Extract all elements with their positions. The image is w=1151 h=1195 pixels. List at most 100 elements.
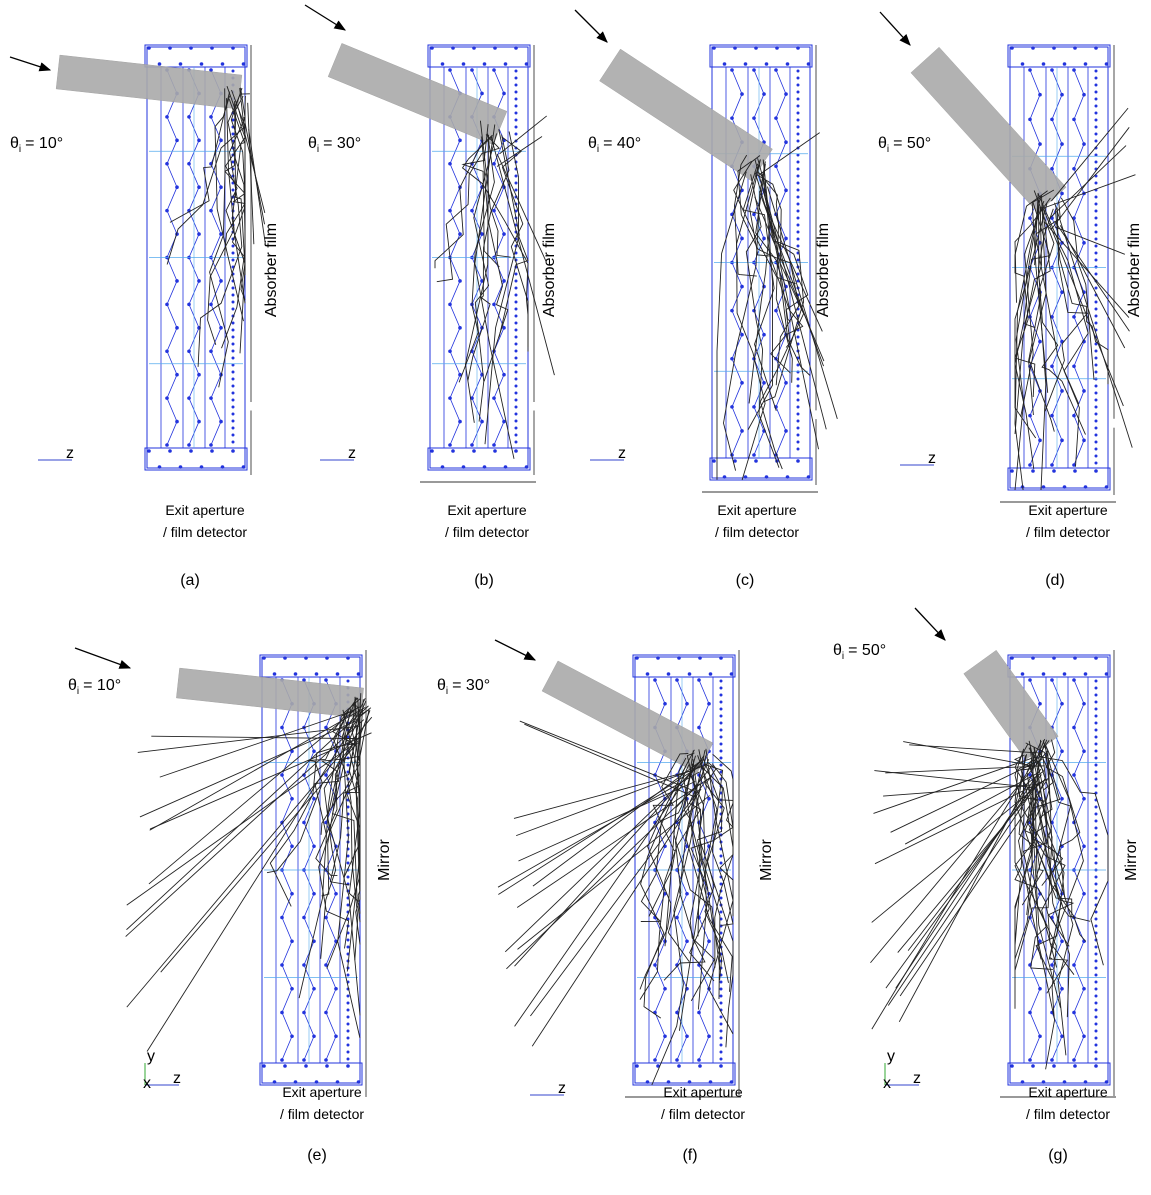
node: [796, 46, 800, 50]
node: [797, 91, 800, 94]
node: [1021, 672, 1025, 676]
node: [280, 963, 284, 967]
panel-caption: (d): [1045, 572, 1065, 589]
node: [1038, 340, 1042, 344]
node: [667, 672, 671, 676]
node: [1095, 1002, 1098, 1005]
node: [515, 105, 518, 108]
node: [1095, 371, 1098, 374]
node: [797, 133, 800, 136]
node: [1095, 960, 1098, 963]
theta-subscript: i: [19, 144, 21, 155]
node: [720, 1037, 723, 1040]
node: [797, 175, 800, 178]
node: [187, 443, 191, 447]
panel-caption: (b): [474, 572, 494, 589]
node: [158, 465, 162, 469]
exit-label: / film detector: [1026, 1106, 1110, 1122]
node: [312, 797, 316, 801]
node: [698, 1064, 702, 1068]
axis-label: z: [928, 450, 936, 467]
node: [740, 381, 744, 385]
node: [1060, 797, 1064, 801]
node: [515, 175, 518, 178]
node: [324, 773, 328, 777]
node: [720, 1030, 723, 1033]
node: [232, 70, 235, 73]
node: [175, 185, 179, 189]
node: [347, 995, 350, 998]
node: [280, 1058, 284, 1062]
node: [697, 1058, 701, 1062]
panel-caption: (c): [736, 572, 755, 589]
node: [1042, 485, 1046, 489]
node: [1095, 420, 1098, 423]
side-label: Mirror: [1123, 838, 1140, 880]
node: [232, 378, 235, 381]
node: [472, 449, 476, 453]
node: [347, 1030, 350, 1033]
node: [179, 465, 183, 469]
node: [1095, 322, 1098, 325]
panel-caption: (g): [1048, 1147, 1068, 1164]
node: [1072, 414, 1076, 418]
node: [1095, 266, 1098, 269]
ray: [1015, 202, 1050, 469]
incident-beam: [600, 49, 773, 181]
node: [754, 459, 758, 463]
node: [797, 196, 800, 199]
node: [740, 285, 744, 289]
node: [1095, 701, 1098, 704]
node: [797, 238, 800, 241]
node: [515, 280, 518, 283]
panel: θi= 40°Absorber filmExit aperture/ film …: [575, 10, 837, 589]
node: [730, 405, 734, 409]
node: [515, 189, 518, 192]
theta-value: = 50°: [893, 135, 931, 152]
node: [324, 678, 328, 682]
node: [515, 434, 518, 437]
node: [1060, 702, 1064, 706]
node: [219, 420, 223, 424]
node: [232, 308, 235, 311]
node: [1028, 678, 1032, 682]
node: [1095, 448, 1098, 451]
node: [1095, 70, 1098, 73]
node: [1095, 771, 1098, 774]
node: [210, 46, 214, 50]
node: [1072, 1058, 1076, 1062]
node: [719, 656, 723, 660]
node: [1073, 469, 1077, 473]
node: [221, 62, 225, 66]
node: [515, 420, 518, 423]
figure: θi= 10°Absorber filmExit aperture/ film …: [0, 0, 1151, 1195]
node: [232, 350, 235, 353]
node: [515, 336, 518, 339]
node: [283, 656, 287, 660]
node: [797, 189, 800, 192]
side-label: Absorber film: [541, 223, 558, 317]
node: [1095, 967, 1098, 970]
node: [1095, 974, 1098, 977]
node: [470, 209, 474, 213]
incident-beam: [911, 47, 1066, 213]
node: [712, 459, 716, 463]
node: [775, 46, 779, 50]
node: [451, 449, 455, 453]
node: [1095, 105, 1098, 108]
node: [483, 62, 487, 66]
node: [1072, 118, 1076, 122]
node: [302, 1058, 306, 1062]
node: [720, 1023, 723, 1026]
node: [219, 139, 223, 143]
theta-subscript: i: [317, 144, 319, 155]
node: [492, 303, 496, 307]
node: [502, 232, 506, 236]
node: [720, 995, 723, 998]
node: [315, 672, 319, 676]
exit-label: Exit aperture: [165, 502, 245, 518]
node: [502, 420, 506, 424]
node: [752, 405, 756, 409]
node: [1042, 672, 1046, 676]
theta-subscript: i: [77, 686, 79, 697]
